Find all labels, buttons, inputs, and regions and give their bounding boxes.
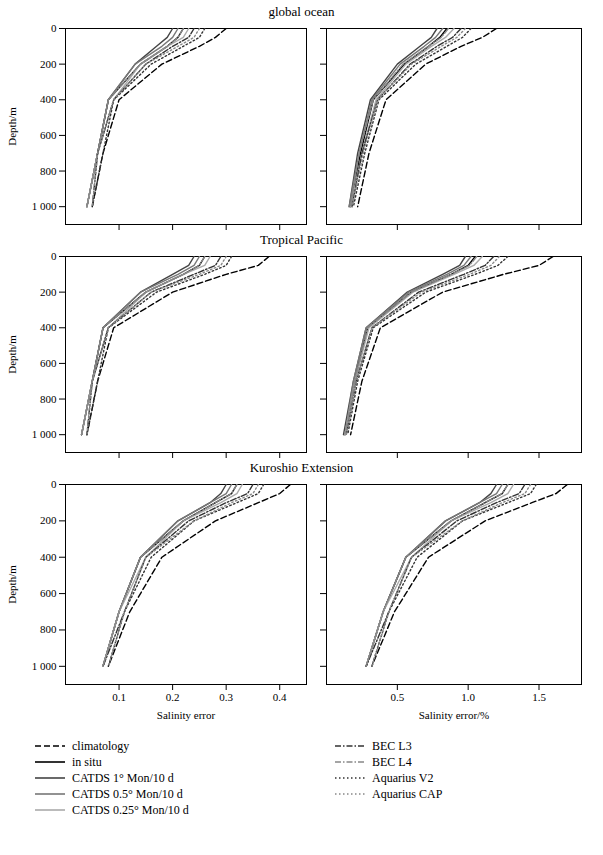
svg-text:600: 600 bbox=[40, 357, 57, 369]
svg-text:800: 800 bbox=[40, 393, 57, 405]
svg-text:1.0: 1.0 bbox=[461, 691, 475, 703]
svg-text:0.4: 0.4 bbox=[273, 691, 287, 703]
svg-text:0: 0 bbox=[51, 22, 57, 34]
svg-text:600: 600 bbox=[40, 587, 57, 599]
svg-text:0.1: 0.1 bbox=[112, 691, 126, 703]
html-text:Tropical Pacific: Tropical Pacific bbox=[260, 232, 343, 247]
svg-text:Depth/m: Depth/m bbox=[6, 335, 18, 374]
svg-text:800: 800 bbox=[40, 623, 57, 635]
svg-text:200: 200 bbox=[40, 58, 57, 70]
svg-text:400: 400 bbox=[40, 321, 57, 333]
html-text:BEC L3: BEC L3 bbox=[372, 738, 412, 753]
svg-text:0: 0 bbox=[51, 478, 57, 490]
svg-text:0: 0 bbox=[51, 250, 57, 262]
html-text:Aquarius V2: Aquarius V2 bbox=[372, 770, 434, 785]
svg-text:Depth/m: Depth/m bbox=[6, 107, 18, 146]
svg-text:1 000: 1 000 bbox=[32, 660, 57, 672]
svg-text:200: 200 bbox=[40, 286, 57, 298]
svg-text:1 000: 1 000 bbox=[32, 200, 57, 212]
html-text:Kuroshio Extension: Kuroshio Extension bbox=[249, 460, 354, 475]
svg-text:1.5: 1.5 bbox=[532, 691, 546, 703]
html-text:Aquarius CAP: Aquarius CAP bbox=[372, 786, 443, 801]
html-text:climatology: climatology bbox=[72, 738, 130, 753]
svg-text:Salinity error: Salinity error bbox=[157, 709, 216, 721]
svg-text:600: 600 bbox=[40, 129, 57, 141]
html-text:in situ: in situ bbox=[72, 754, 102, 769]
svg-text:400: 400 bbox=[40, 93, 57, 105]
html-text:BEC L4: BEC L4 bbox=[372, 754, 412, 769]
svg-text:200: 200 bbox=[40, 514, 57, 526]
svg-text:Depth/m: Depth/m bbox=[6, 565, 18, 604]
html-text:CATDS 0.25° Mon/10 d: CATDS 0.25° Mon/10 d bbox=[72, 802, 189, 817]
svg-text:Salinity error/%: Salinity error/% bbox=[419, 709, 490, 721]
svg-text:0.3: 0.3 bbox=[219, 691, 233, 703]
svg-text:400: 400 bbox=[40, 551, 57, 563]
svg-text:0.2: 0.2 bbox=[166, 691, 180, 703]
svg-text:800: 800 bbox=[40, 165, 57, 177]
html-text:global ocean: global ocean bbox=[268, 4, 335, 19]
svg-text:0.5: 0.5 bbox=[390, 691, 404, 703]
svg-text:1 000: 1 000 bbox=[32, 428, 57, 440]
html-text:CATDS 0.5° Mon/10 d: CATDS 0.5° Mon/10 d bbox=[72, 786, 183, 801]
html-text:CATDS 1° Mon/10 d: CATDS 1° Mon/10 d bbox=[72, 770, 174, 785]
